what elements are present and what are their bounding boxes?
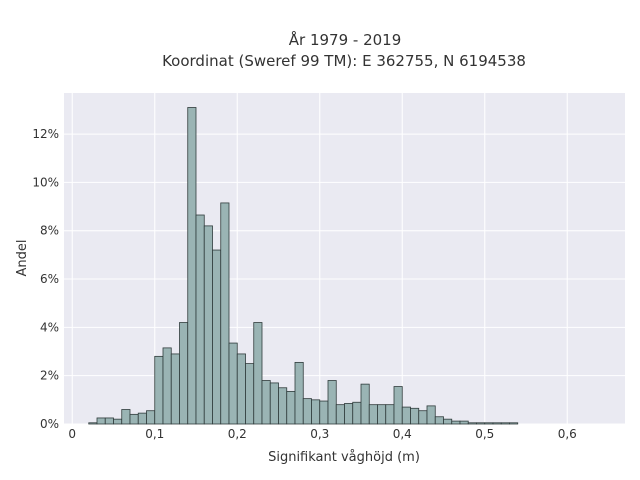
histogram-bar [476, 422, 486, 425]
y-tick-label: 6% [40, 272, 59, 286]
y-tick-label: 8% [40, 224, 59, 238]
histogram-bar [286, 390, 296, 425]
histogram-bar [253, 322, 263, 425]
histogram-bar [294, 361, 304, 425]
x-tick-label: 0,4 [393, 427, 412, 441]
histogram-bar [269, 382, 279, 425]
histogram-bar [352, 401, 362, 425]
histogram-bar [129, 413, 139, 425]
histogram-bar [327, 380, 337, 425]
histogram-bar [228, 342, 238, 425]
x-axis-label: Signifikant våghöjd (m) [268, 450, 420, 465]
histogram-bar [203, 225, 213, 425]
histogram-bar [492, 422, 502, 425]
y-tick-labels: 0% 2% 4% 6% 8% 10% 12% [32, 127, 59, 431]
histogram-bar [104, 417, 114, 425]
histogram-bar [121, 409, 131, 425]
y-tick-label: 4% [40, 320, 59, 334]
histogram-bar [451, 420, 461, 425]
histogram-bar [344, 403, 354, 425]
histogram-bar [385, 404, 395, 425]
histogram-bar [360, 383, 370, 425]
histogram-bar [220, 202, 230, 425]
histogram-bar [410, 407, 420, 425]
grid-lines [64, 93, 625, 425]
histogram-bar [401, 406, 411, 425]
histogram-bar [278, 387, 288, 425]
histogram-bar [418, 410, 428, 425]
histogram-bar [377, 404, 387, 425]
histogram-bar [426, 405, 436, 425]
histogram-bar [459, 420, 469, 425]
x-tick-label: 0,5 [475, 427, 494, 441]
histogram-bar [170, 353, 180, 425]
y-tick-label: 12% [32, 127, 59, 141]
histogram-bar [212, 249, 222, 425]
histogram-bar [187, 107, 197, 425]
histogram-bar [146, 410, 156, 425]
x-tick-label: 0,3 [310, 427, 329, 441]
histogram-bar [335, 404, 345, 425]
histogram-bar [245, 363, 255, 425]
histogram-bar [434, 416, 444, 425]
histogram-bar [88, 422, 98, 425]
y-tick-label: 0% [40, 417, 59, 431]
chart-subtitle: Koordinat (Sweref 99 TM): E 362755, N 61… [162, 52, 526, 70]
histogram-bar [179, 322, 189, 425]
x-tick-label: 0,1 [145, 427, 164, 441]
y-axis-label: Andel [15, 240, 30, 277]
histogram-bar [261, 380, 271, 425]
histogram-bar [484, 422, 494, 425]
histogram-bar [368, 404, 378, 425]
histogram-bar [137, 412, 147, 425]
y-tick-label: 2% [40, 369, 59, 383]
x-tick-label: 0 [68, 427, 76, 441]
histogram-bar [96, 417, 106, 425]
x-tick-label: 0,6 [558, 427, 577, 441]
histogram-bars [88, 107, 519, 425]
histogram-bar [113, 418, 123, 425]
y-tick-label: 10% [32, 175, 59, 189]
plot-area [64, 93, 625, 424]
histogram-bar [500, 422, 510, 425]
histogram-bar [393, 386, 403, 425]
histogram-bar [162, 347, 172, 425]
histogram-bar [195, 214, 205, 425]
histogram-bar [467, 422, 477, 425]
chart-title: År 1979 - 2019 [289, 30, 402, 49]
histogram-bar [443, 418, 453, 425]
histogram-bar [236, 353, 246, 425]
histogram-bar [154, 355, 164, 425]
histogram-bar [319, 400, 329, 425]
histogram-bar [509, 422, 519, 425]
x-tick-label: 0,2 [228, 427, 247, 441]
histogram-bar [302, 398, 312, 425]
x-tick-labels: 0 0,1 0,2 0,3 0,4 0,5 0,6 [68, 427, 576, 441]
histogram-bar [311, 399, 321, 425]
